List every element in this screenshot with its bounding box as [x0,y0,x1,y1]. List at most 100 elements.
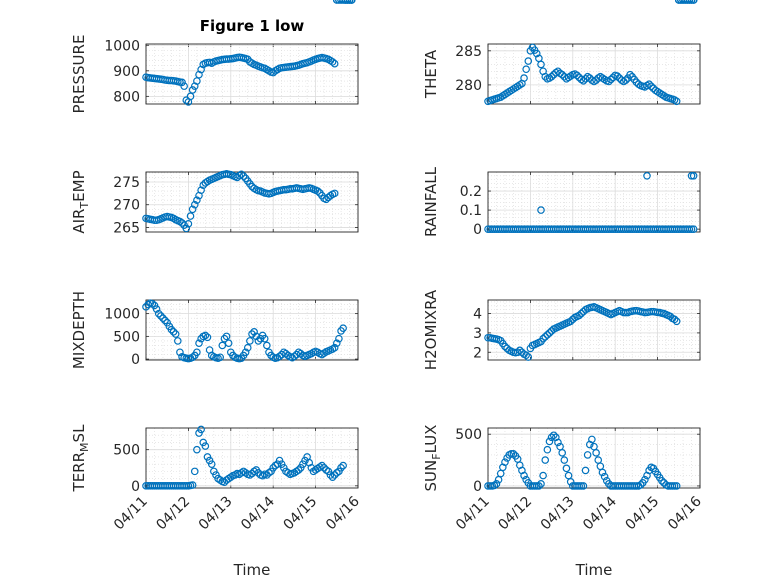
data-point [636,481,645,489]
panel-h2omixra: 2 3 4 H2OMIXRA [422,0,701,370]
data-point [641,475,649,484]
x-tick-label: 04/11 [453,494,493,534]
data-point [535,482,543,490]
data-point [592,449,600,457]
data-point [313,187,322,195]
data-point [201,442,210,450]
y-tick-label: 500 [113,329,140,345]
data-point [685,225,694,233]
x-tick-label: 04/15 [623,494,663,534]
data-point [558,449,567,457]
data-point [683,0,692,4]
data-point [260,334,269,343]
data-point [345,0,354,4]
data-point [222,332,231,341]
y-tick-label: 900 [113,64,140,80]
axes-frame [145,171,359,233]
data-point [250,328,258,336]
data-point [186,212,195,220]
y-axis-label-subscript: T [78,202,91,210]
data-point [180,82,188,90]
data-point [263,341,271,350]
data-point [537,206,545,214]
data-point [543,331,552,339]
y-tick-label: 2 [473,345,482,361]
data-point [154,309,163,318]
y-axis-label-main: MIXDEPTH [70,291,88,369]
data-point [275,352,284,361]
y-tick-label: 1000 [104,38,140,54]
data-point [341,0,350,4]
y-axis-label: MIXDEPTH [70,291,88,369]
data-point [581,466,590,475]
y-tick-label: 275 [113,175,140,191]
data-point [186,92,195,101]
data-point [668,482,677,490]
data-point [182,224,191,233]
data-point [579,482,588,490]
data-point [647,82,656,91]
data-point [509,450,518,458]
data-point [579,77,588,85]
y-axis-label: PRESSURE [70,35,88,114]
data-point [328,473,337,481]
data-point [161,316,169,325]
data-point [670,482,679,490]
axes-frame [487,427,701,489]
data-point [522,351,530,359]
data-point [532,49,541,58]
data-point [689,225,698,233]
data-point [672,482,681,490]
x-tick-label: 04/14 [580,493,620,533]
data-point [239,172,248,180]
y-axis-label-main: RAINFALL [422,166,440,237]
data-point [600,472,609,481]
data-point [566,477,575,486]
y-tick-label: 270 [113,198,140,214]
data-point [248,330,256,338]
y-axis-label-main: SUN [422,460,440,492]
data-point [203,333,212,342]
data-point [524,57,533,65]
axes-frame [145,299,359,361]
data-point [347,0,356,4]
data-point [539,334,547,343]
y-tick-label: 0.2 [460,184,482,200]
data-point [193,445,201,454]
data-point [685,0,694,4]
y-axis-label-rest: EMP [70,170,88,201]
data-point [290,352,299,361]
data-point [188,86,197,94]
series-mixdepth [142,0,356,363]
data-point [193,196,201,204]
data-point [184,220,193,228]
data-point [294,466,303,474]
y-tick-label: 280 [455,78,482,94]
y-tick-label: 285 [455,44,482,60]
x-tick-label: 04/11 [111,494,151,534]
data-point [167,325,176,334]
y-tick-label: 4 [473,307,482,323]
data-point [195,339,203,347]
x-tick-label: 04/13 [538,494,578,534]
data-point [171,330,180,338]
plot-area [146,44,358,104]
data-point [246,337,254,345]
data-point [218,341,227,350]
y-tick-label: 0 [131,352,140,368]
data-point [159,314,167,322]
data-point [501,458,509,466]
y-axis-label: RAINFALL [422,166,440,237]
y-axis-label-main: THETA [422,49,440,99]
y-axis-label: TERRMSL [70,424,91,493]
y-axis-label-main: H2OMIXRA [422,289,440,370]
data-point [549,431,558,440]
data-point [547,433,556,442]
series-theta [484,0,698,106]
data-point [520,74,528,82]
panel-sun_flux: 04/11 04/12 04/13 04/14 04/15 04/16 0 500 SUNFLU… [422,0,705,533]
panel-air_temp: 265 270 275 AIRTEMP [70,0,359,236]
y-axis-label: H2OMIXRA [422,289,440,370]
data-point [687,172,696,180]
data-point [169,328,178,336]
